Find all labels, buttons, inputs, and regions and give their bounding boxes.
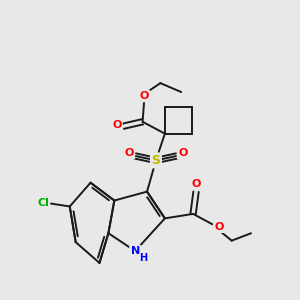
- Text: O: O: [191, 179, 201, 189]
- Text: Cl: Cl: [37, 199, 49, 208]
- Text: O: O: [178, 148, 188, 158]
- Text: O: O: [214, 222, 224, 232]
- Text: O: O: [124, 148, 134, 158]
- Text: S: S: [152, 154, 160, 167]
- Text: O: O: [112, 120, 122, 130]
- Text: N: N: [130, 246, 140, 256]
- Text: O: O: [140, 91, 149, 101]
- Text: H: H: [140, 254, 148, 263]
